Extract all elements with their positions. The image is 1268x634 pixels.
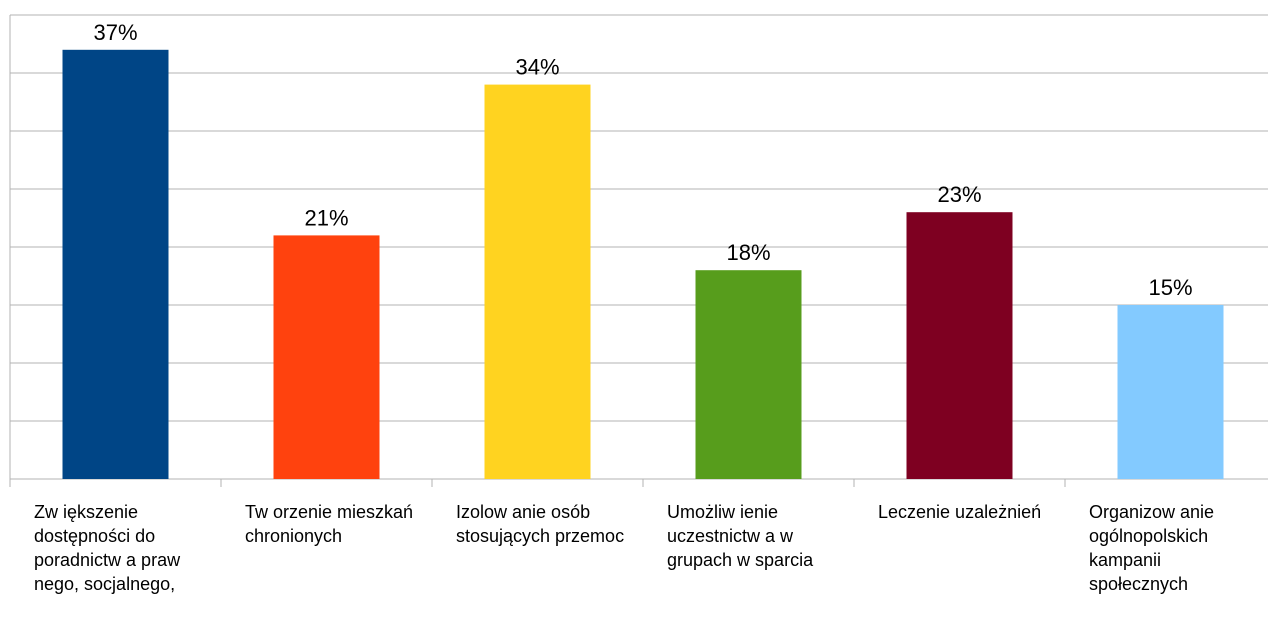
data-label: 23% (937, 182, 981, 207)
data-label: 21% (304, 205, 348, 230)
data-label: 34% (515, 55, 559, 80)
x-tick-label: Zw iększenie dostępności do poradnictw a… (34, 502, 181, 594)
bars (62, 49, 1224, 480)
x-tick-label: Tw orzenie mieszkań chronionych (245, 502, 414, 546)
x-tick-label: Organizow anie ogólnopolskich kampanii s… (1089, 502, 1215, 594)
data-label: 37% (93, 20, 137, 45)
bar (1117, 305, 1224, 479)
bar (484, 84, 591, 479)
bar (695, 270, 802, 479)
bar (273, 235, 380, 479)
x-tick-label: Umożliw ienie uczestnictw a w grupach w … (667, 502, 814, 570)
x-tick-label: Leczenie uzależnień (878, 502, 1042, 522)
gridlines (9, 14, 1268, 487)
bar (62, 49, 169, 480)
data-label: 18% (726, 240, 770, 265)
value-labels: 37% 21% 34% 18% 23% 15% (93, 20, 1192, 300)
bar (906, 212, 1013, 479)
data-label: 15% (1148, 275, 1192, 300)
x-tick-label: Izolow anie osób stosujących przemoc (456, 502, 625, 546)
